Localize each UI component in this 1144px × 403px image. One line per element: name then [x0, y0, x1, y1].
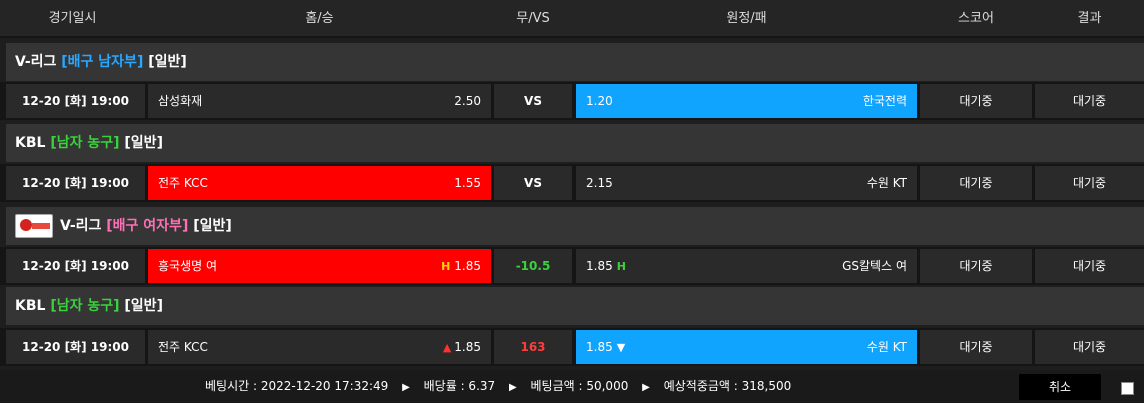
over-odds-button[interactable]: 전주 KCC ▲ 1.85 — [148, 330, 491, 364]
away-odd: 1.85 — [586, 340, 613, 354]
header-home: 홈/승 — [305, 11, 334, 26]
bet-time: 베팅시간 : 2022-12-20 17:32:49 — [205, 379, 389, 393]
away-odd: 1.85 — [586, 259, 613, 273]
home-odd: 1.85 — [454, 259, 481, 273]
home-team: 삼성화재 — [158, 94, 203, 108]
header-result: 결과 — [1077, 11, 1102, 26]
header-away: 원정/패 — [726, 11, 767, 26]
away-odds-button[interactable]: 2.15 수원 KT — [576, 166, 917, 200]
league-header: KBL [남자 농구] [일반] — [6, 124, 1144, 162]
header-time: 경기일시 — [48, 11, 97, 26]
game-row: 12-20 [화] 19:00 전주 KCC 1.55 VS 2.15 수원 K… — [0, 164, 1144, 202]
table-header: 경기일시 홈/승 무/VS 원정/패 스코어 결과 — [0, 0, 1144, 38]
league-category: [남자 농구] — [50, 298, 120, 314]
home-team: 전주 KCC — [158, 176, 208, 190]
select-checkbox[interactable] — [1121, 382, 1134, 395]
home-odd: 1.55 — [454, 176, 481, 190]
game-time: 12-20 [화] 19:00 — [6, 330, 145, 364]
cancel-button[interactable]: 취소 — [1019, 374, 1101, 400]
home-odds-button[interactable]: 흥국생명 여 H 1.85 — [148, 249, 491, 283]
game-result: 대기중 — [1035, 249, 1144, 283]
draw-odds-button[interactable]: VS — [494, 166, 572, 200]
away-team: GS칼텍스 여 — [842, 259, 907, 273]
draw-odds-button[interactable]: VS — [494, 84, 572, 118]
away-team: 수원 KT — [866, 340, 907, 354]
header-score: 스코어 — [958, 11, 994, 26]
game-time: 12-20 [화] 19:00 — [6, 84, 145, 118]
play-icon: ▶ — [402, 382, 410, 393]
away-odd: 1.20 — [586, 94, 613, 108]
away-odd: 2.15 — [586, 176, 613, 190]
game-row: 12-20 [화] 19:00 삼성화재 2.50 VS 1.20 한국전력 대… — [0, 82, 1144, 120]
bet-rate: 배당률 : 6.37 — [423, 379, 496, 393]
league-name: KBL — [15, 135, 46, 151]
league-type: [일반] — [124, 298, 163, 314]
bet-summary-bar: 베팅시간 : 2022-12-20 17:32:49 ▶ 배당률 : 6.37 … — [0, 370, 1144, 403]
under-odds-button[interactable]: 1.85 ▼ 수원 KT — [576, 330, 917, 364]
play-icon: ▶ — [642, 382, 650, 393]
game-score: 대기중 — [920, 166, 1032, 200]
home-team: 전주 KCC — [158, 340, 208, 354]
league-category: [배구 여자부] — [106, 218, 189, 234]
arrow-up-icon: ▲ — [442, 341, 452, 354]
bet-summary: 베팅시간 : 2022-12-20 17:32:49 ▶ 배당률 : 6.37 … — [205, 370, 791, 403]
game-row: 12-20 [화] 19:00 전주 KCC ▲ 1.85 163 1.85 ▼ 수… — [0, 328, 1144, 366]
game-result: 대기중 — [1035, 84, 1144, 118]
game-result: 대기중 — [1035, 330, 1144, 364]
away-odd-wrap: 1.85 ▼ — [586, 330, 625, 365]
home-odd-wrap: ▲ 1.85 — [443, 330, 481, 365]
league-type: [일반] — [148, 54, 187, 70]
home-odds-button[interactable]: 삼성화재 2.50 — [148, 84, 491, 118]
league-header: KBL [남자 농구] [일반] — [6, 287, 1144, 325]
game-score: 대기중 — [920, 249, 1032, 283]
v-league-logo-icon — [15, 214, 53, 238]
handicap-marker: H — [616, 260, 626, 273]
expected-win: 예상적중금액 : 318,500 — [663, 379, 792, 393]
home-odds-button[interactable]: 전주 KCC 1.55 — [148, 166, 491, 200]
away-odds-button[interactable]: 1.20 한국전력 — [576, 84, 917, 118]
game-row: 12-20 [화] 19:00 흥국생명 여 H 1.85 -10.5 1.85 H… — [0, 247, 1144, 285]
league-name: KBL — [15, 298, 46, 314]
league-type: [일반] — [193, 218, 232, 234]
game-result: 대기중 — [1035, 166, 1144, 200]
league-header: V-리그 [배구 남자부] [일반] — [6, 43, 1144, 81]
league-header: V-리그 [배구 여자부] [일반] — [6, 207, 1144, 245]
league-name: V-리그 — [15, 54, 57, 70]
home-odd: 2.50 — [454, 94, 481, 108]
home-odd-wrap: H 1.85 — [441, 249, 481, 284]
away-team: 한국전력 — [862, 94, 907, 108]
away-odd-wrap: 1.85 H — [586, 249, 626, 284]
total-line-button[interactable]: 163 — [494, 330, 572, 364]
game-time: 12-20 [화] 19:00 — [6, 166, 145, 200]
game-time: 12-20 [화] 19:00 — [6, 249, 145, 283]
game-score: 대기중 — [920, 330, 1032, 364]
league-name: V-리그 — [60, 218, 102, 234]
league-category: [배구 남자부] — [61, 54, 144, 70]
away-team: 수원 KT — [866, 176, 907, 190]
header-draw: 무/VS — [516, 11, 550, 26]
home-team: 흥국생명 여 — [158, 259, 218, 273]
league-category: [남자 농구] — [50, 135, 120, 151]
arrow-down-icon: ▼ — [616, 341, 626, 354]
league-type: [일반] — [124, 135, 163, 151]
away-odds-button[interactable]: 1.85 H GS칼텍스 여 — [576, 249, 917, 283]
game-score: 대기중 — [920, 84, 1032, 118]
bet-amount: 베팅금액 : 50,000 — [530, 379, 629, 393]
home-odd: 1.85 — [454, 340, 481, 354]
handicap-marker: H — [441, 260, 451, 273]
handicap-line-button[interactable]: -10.5 — [494, 249, 572, 283]
play-icon: ▶ — [508, 382, 517, 393]
